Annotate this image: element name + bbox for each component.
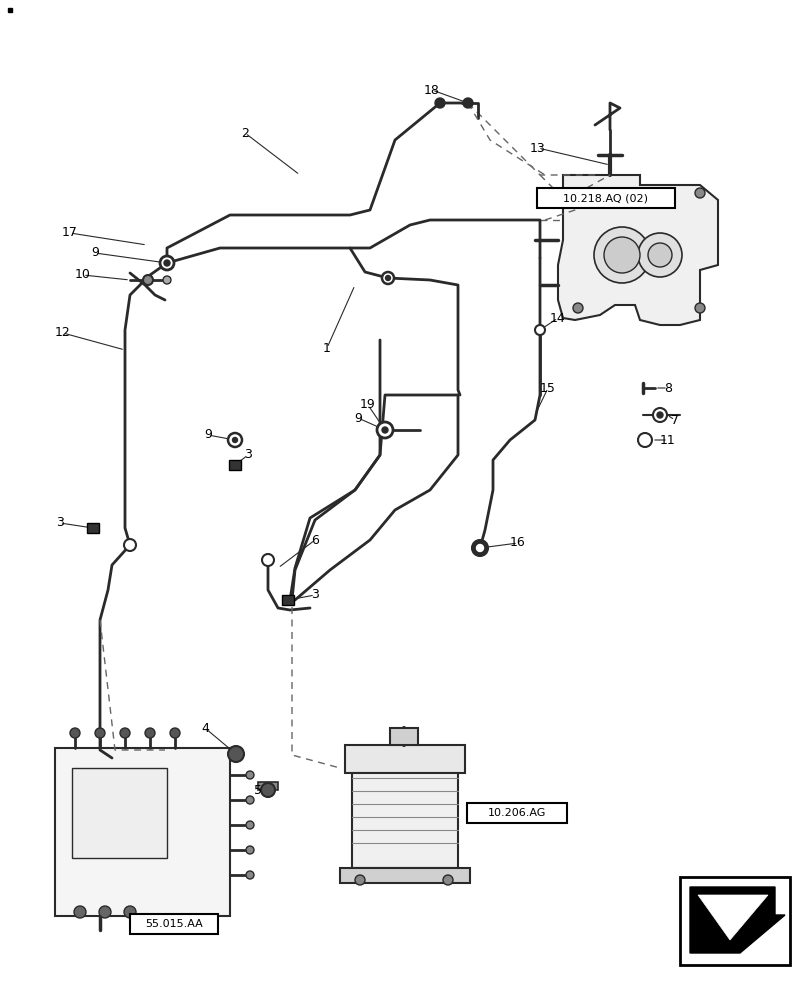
Polygon shape <box>689 887 784 953</box>
Text: 13: 13 <box>530 142 545 155</box>
Circle shape <box>228 746 243 762</box>
Text: 9: 9 <box>204 428 212 442</box>
Circle shape <box>443 875 453 885</box>
Text: 10: 10 <box>75 268 91 282</box>
Text: 15: 15 <box>539 381 556 394</box>
Text: 5: 5 <box>254 784 262 796</box>
Circle shape <box>603 237 639 273</box>
Polygon shape <box>229 460 241 470</box>
Circle shape <box>120 728 130 738</box>
Text: 17: 17 <box>62 227 78 239</box>
Circle shape <box>143 275 152 285</box>
Bar <box>55 748 230 916</box>
Text: 8: 8 <box>663 381 672 394</box>
Circle shape <box>124 906 135 918</box>
Circle shape <box>435 98 444 108</box>
Circle shape <box>163 276 171 284</box>
Circle shape <box>228 433 242 447</box>
Polygon shape <box>697 895 767 940</box>
Text: 9: 9 <box>354 412 362 424</box>
Circle shape <box>232 438 237 442</box>
Circle shape <box>246 796 254 804</box>
Circle shape <box>385 275 390 280</box>
Text: 2: 2 <box>241 127 249 140</box>
Circle shape <box>694 188 704 198</box>
Circle shape <box>169 728 180 738</box>
Circle shape <box>160 256 174 270</box>
Text: 18: 18 <box>423 84 440 97</box>
Bar <box>351 773 457 868</box>
Bar <box>340 868 470 883</box>
Circle shape <box>145 728 155 738</box>
Circle shape <box>652 408 666 422</box>
Circle shape <box>656 412 663 418</box>
Bar <box>536 188 674 208</box>
Text: 10.206.AG: 10.206.AG <box>487 808 546 818</box>
Circle shape <box>246 821 254 829</box>
Circle shape <box>694 303 704 313</box>
Circle shape <box>476 544 483 552</box>
Text: 19: 19 <box>360 398 375 412</box>
Polygon shape <box>281 595 294 605</box>
Circle shape <box>471 540 487 556</box>
Circle shape <box>246 871 254 879</box>
Polygon shape <box>87 523 99 533</box>
Circle shape <box>164 260 169 266</box>
Bar <box>345 745 465 773</box>
Circle shape <box>637 233 681 277</box>
Circle shape <box>462 98 473 108</box>
Text: 3: 3 <box>311 588 319 601</box>
Bar <box>130 914 217 934</box>
Circle shape <box>637 433 651 447</box>
Text: 9: 9 <box>91 246 99 259</box>
Circle shape <box>260 783 275 797</box>
Text: 55.015.AA: 55.015.AA <box>145 919 203 929</box>
Text: 10.218.AQ (02): 10.218.AQ (02) <box>563 193 648 203</box>
Circle shape <box>246 771 254 779</box>
Circle shape <box>246 846 254 854</box>
Text: 3: 3 <box>56 516 64 530</box>
Circle shape <box>376 422 393 438</box>
Text: 7: 7 <box>670 414 678 426</box>
Bar <box>679 877 789 965</box>
Circle shape <box>70 728 80 738</box>
Circle shape <box>534 325 544 335</box>
Circle shape <box>573 188 582 198</box>
Circle shape <box>594 227 649 283</box>
Bar <box>466 803 566 823</box>
Text: 11: 11 <box>659 434 675 446</box>
Circle shape <box>647 243 672 267</box>
Circle shape <box>573 303 582 313</box>
Bar <box>72 768 167 858</box>
Text: 12: 12 <box>55 326 71 340</box>
Bar <box>389 728 418 745</box>
Circle shape <box>381 272 393 284</box>
Text: 14: 14 <box>549 312 565 324</box>
Text: 3: 3 <box>244 448 251 462</box>
Text: 16: 16 <box>509 536 526 550</box>
Circle shape <box>381 427 388 433</box>
Circle shape <box>99 906 111 918</box>
Text: 6: 6 <box>311 534 319 546</box>
Circle shape <box>354 875 365 885</box>
Circle shape <box>95 728 105 738</box>
Circle shape <box>74 906 86 918</box>
Bar <box>258 782 277 790</box>
Circle shape <box>124 539 135 551</box>
Circle shape <box>262 554 273 566</box>
Text: 1: 1 <box>323 342 331 355</box>
Polygon shape <box>557 175 717 325</box>
Text: 4: 4 <box>201 721 208 734</box>
